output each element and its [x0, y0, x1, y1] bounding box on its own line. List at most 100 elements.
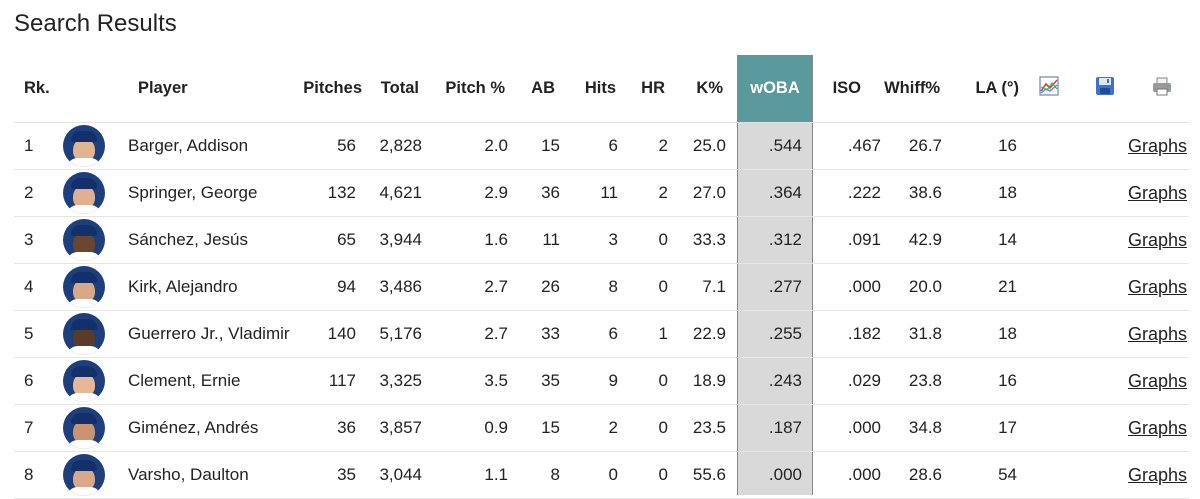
graphs-link[interactable]: Graphs — [1127, 323, 1187, 344]
col-header-player[interactable]: Player — [138, 79, 188, 97]
ab-cell: 15 — [541, 136, 560, 155]
player-name[interactable]: Sánchez, Jesús — [128, 230, 249, 249]
iso-cell: .029 — [847, 371, 881, 390]
la-cell: 16 — [998, 371, 1017, 390]
col-header-rank[interactable]: Rk. — [24, 79, 50, 97]
player-photo[interactable] — [62, 170, 106, 216]
player-photo[interactable] — [62, 358, 106, 404]
print-button[interactable] — [1149, 55, 1175, 122]
col-header-woba[interactable]: wOBA — [738, 55, 812, 122]
rank-cell: 6 — [24, 371, 34, 390]
hits-cell: 8 — [608, 277, 618, 296]
total-cell: 3,044 — [379, 465, 422, 484]
avatar-cap — [71, 178, 97, 189]
k-pct-cell: 33.3 — [692, 230, 726, 249]
pitch-pct-cell: 2.0 — [484, 136, 508, 155]
avatar-cap — [71, 131, 97, 142]
whiff-pct-cell: 20.0 — [908, 277, 942, 296]
rank-cell: 1 — [24, 136, 34, 155]
avatar — [63, 125, 105, 167]
player-photo[interactable] — [62, 217, 106, 263]
iso-cell: .000 — [847, 418, 881, 437]
col-header-la[interactable]: LA (°) — [975, 79, 1019, 97]
graphs-link-cell: Graphs — [1114, 170, 1187, 216]
graphs-link-cell: Graphs — [1114, 452, 1187, 498]
avatar — [63, 407, 105, 449]
col-header-total[interactable]: Total — [380, 79, 419, 97]
print-icon — [1151, 75, 1173, 102]
page-title: Search Results — [14, 10, 177, 37]
woba-cell: .277 — [768, 277, 802, 296]
col-header-hr[interactable]: HR — [641, 79, 665, 97]
col-header-whiff-pct[interactable]: Whiff% — [884, 79, 940, 97]
ab-cell: 36 — [541, 183, 560, 202]
col-header-pitches[interactable]: Pitches — [303, 79, 362, 97]
player-photo[interactable] — [62, 311, 106, 357]
rank-cell: 2 — [24, 183, 34, 202]
iso-cell: .091 — [847, 230, 881, 249]
table-row: 4 Kirk, Alejandro 94 3,486 2.7 26 8 0 7.… — [14, 264, 1189, 311]
avatar-face — [73, 232, 95, 256]
chart-button[interactable] — [1036, 55, 1062, 122]
ab-cell: 26 — [541, 277, 560, 296]
hr-cell: 0 — [658, 418, 668, 437]
total-cell: 4,621 — [379, 183, 422, 202]
avatar-face — [73, 326, 95, 350]
rank-cell: 5 — [24, 324, 34, 343]
hr-cell: 2 — [658, 136, 668, 155]
graphs-link-cell: Graphs — [1114, 358, 1187, 404]
pitches-cell: 140 — [327, 324, 356, 343]
avatar-cap — [71, 319, 97, 330]
player-name[interactable]: Varsho, Daulton — [128, 465, 249, 484]
avatar-face — [73, 373, 95, 397]
player-photo[interactable] — [62, 452, 106, 498]
rank-cell: 7 — [24, 418, 34, 437]
player-photo[interactable] — [62, 264, 106, 310]
player-name[interactable]: Guerrero Jr., Vladimir — [128, 324, 290, 343]
player-name[interactable]: Barger, Addison — [128, 136, 249, 155]
avatar-jersey — [66, 393, 102, 402]
results-table: wOBA Rk. Player Pitches Total Pitch % AB… — [14, 55, 1189, 499]
iso-cell: .222 — [847, 183, 881, 202]
total-cell: 3,486 — [379, 277, 422, 296]
la-cell: 16 — [998, 136, 1017, 155]
player-photo[interactable] — [62, 123, 106, 169]
hr-cell: 0 — [658, 277, 668, 296]
graphs-link[interactable]: Graphs — [1127, 229, 1187, 250]
pitches-cell: 65 — [337, 230, 356, 249]
player-photo[interactable] — [62, 405, 106, 451]
graphs-link[interactable]: Graphs — [1127, 182, 1187, 203]
graphs-link[interactable]: Graphs — [1127, 135, 1187, 156]
graphs-link[interactable]: Graphs — [1127, 276, 1187, 297]
table-row: 5 Guerrero Jr., Vladimir 140 5,176 2.7 3… — [14, 311, 1189, 358]
col-header-ab[interactable]: AB — [531, 79, 555, 97]
graphs-link[interactable]: Graphs — [1127, 370, 1187, 391]
player-name[interactable]: Springer, George — [128, 183, 258, 202]
table-header-row: Rk. Player Pitches Total Pitch % AB Hits… — [14, 55, 1189, 123]
col-header-pitch-pct[interactable]: Pitch % — [445, 79, 505, 97]
player-name[interactable]: Kirk, Alejandro — [128, 277, 238, 296]
col-header-hits[interactable]: Hits — [584, 79, 616, 97]
graphs-link-cell: Graphs — [1114, 264, 1187, 310]
save-button[interactable] — [1092, 55, 1118, 122]
woba-cell: .364 — [768, 183, 802, 202]
hits-cell: 6 — [608, 136, 618, 155]
graphs-link[interactable]: Graphs — [1127, 464, 1187, 485]
player-name[interactable]: Giménez, Andrés — [128, 418, 259, 437]
pitch-pct-cell: 2.9 — [484, 183, 508, 202]
pitches-cell: 36 — [337, 418, 356, 437]
woba-cell: .000 — [768, 465, 802, 484]
avatar — [63, 454, 105, 496]
hr-cell: 0 — [658, 230, 668, 249]
la-cell: 17 — [998, 418, 1017, 437]
graphs-link[interactable]: Graphs — [1127, 417, 1187, 438]
total-cell: 5,176 — [379, 324, 422, 343]
rank-cell: 8 — [24, 465, 34, 484]
table-row: 6 Clement, Ernie 117 3,325 3.5 35 9 0 18… — [14, 358, 1189, 405]
col-header-k-pct[interactable]: K% — [696, 79, 723, 97]
col-header-iso[interactable]: ISO — [832, 79, 861, 97]
avatar-jersey — [66, 487, 102, 496]
avatar — [63, 266, 105, 308]
avatar-face — [73, 138, 95, 162]
player-name[interactable]: Clement, Ernie — [128, 371, 241, 390]
